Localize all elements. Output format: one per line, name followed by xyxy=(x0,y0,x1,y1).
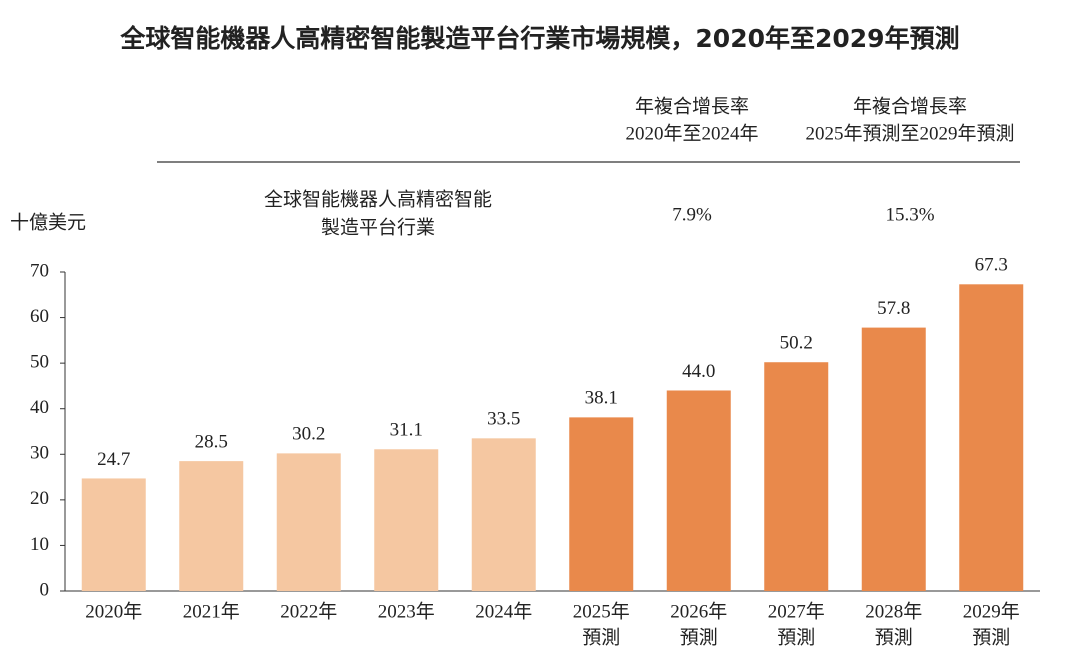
bar xyxy=(569,417,634,591)
y-tick-label: 10 xyxy=(30,534,49,555)
table-column-header: 2020年至2024年 xyxy=(625,122,758,144)
x-tick-label: 2024年 xyxy=(475,600,532,622)
table-column-header: 年複合增長率 xyxy=(853,95,967,117)
bar xyxy=(276,453,341,591)
table-column-header: 2025年預測至2029年預測 xyxy=(805,122,1014,144)
x-tick-label: 2025年 xyxy=(573,600,630,622)
value-label: 57.8 xyxy=(877,298,910,319)
value-label: 31.1 xyxy=(390,420,423,441)
bar xyxy=(666,390,731,591)
x-tick-label: 預測 xyxy=(680,626,718,648)
value-label: 33.5 xyxy=(487,409,520,430)
bar xyxy=(959,284,1024,591)
x-tick-label: 預測 xyxy=(582,626,620,648)
bar xyxy=(764,362,829,591)
y-tick-label: 30 xyxy=(30,443,49,464)
value-label: 44.0 xyxy=(682,361,715,382)
bar xyxy=(81,478,146,591)
table-column-header: 年複合增長率 xyxy=(635,95,749,117)
y-tick-label: 0 xyxy=(40,579,50,600)
bar xyxy=(471,438,536,591)
bar xyxy=(179,461,244,591)
x-tick-label: 預測 xyxy=(875,626,913,648)
x-tick-label: 2029年 xyxy=(963,600,1020,622)
chart-title: 全球智能機器人高精密智能製造平台行業市場規模，2020年至2029年預測 xyxy=(119,24,959,53)
y-tick-label: 60 xyxy=(30,306,49,327)
y-axis-label: 十億美元 xyxy=(10,211,86,233)
x-tick-label: 預測 xyxy=(972,626,1010,648)
value-label: 67.3 xyxy=(975,255,1008,276)
value-label: 38.1 xyxy=(585,388,618,409)
y-tick-label: 50 xyxy=(30,352,49,373)
bar xyxy=(861,327,926,591)
x-tick-label: 2022年 xyxy=(280,600,337,622)
y-tick-label: 20 xyxy=(30,488,49,509)
x-tick-label: 2023年 xyxy=(378,600,435,622)
x-tick-label: 2027年 xyxy=(768,600,825,622)
table-value: 15.3% xyxy=(885,204,934,225)
y-tick-label: 40 xyxy=(30,397,49,418)
table-value: 7.9% xyxy=(672,204,712,225)
value-label: 28.5 xyxy=(195,431,228,452)
value-label: 24.7 xyxy=(97,449,130,470)
value-label: 50.2 xyxy=(780,333,813,354)
value-label: 30.2 xyxy=(292,424,325,445)
x-tick-label: 2021年 xyxy=(183,600,240,622)
x-tick-label: 2028年 xyxy=(865,600,922,622)
x-tick-label: 預測 xyxy=(777,626,815,648)
table-row-label: 全球智能機器人高精密智能 xyxy=(264,188,492,210)
bar xyxy=(374,449,439,591)
table-row-label: 製造平台行業 xyxy=(321,216,435,238)
x-tick-label: 2026年 xyxy=(670,600,727,622)
x-tick-label: 2020年 xyxy=(85,600,142,622)
y-tick-label: 70 xyxy=(30,260,49,281)
